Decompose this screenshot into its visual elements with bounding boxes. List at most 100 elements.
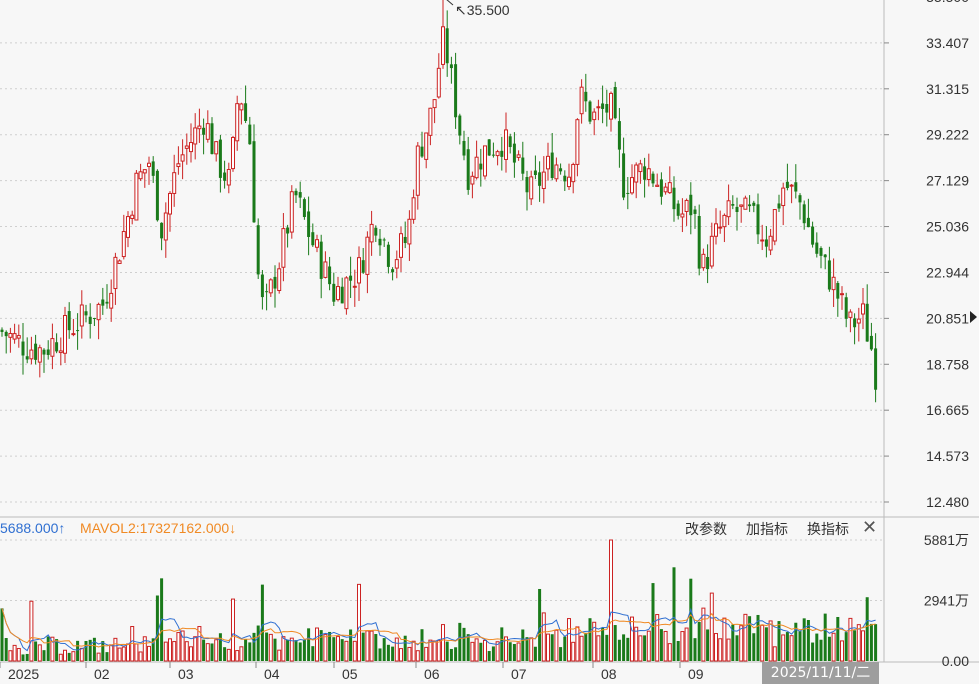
candle — [794, 164, 798, 199]
candle-body-down — [533, 170, 537, 176]
volume-bar-down — [294, 640, 298, 661]
candle-body-up — [638, 163, 643, 173]
candle-body-down — [626, 192, 630, 194]
volume-bar-up — [352, 640, 357, 662]
volume-bar-up — [205, 643, 210, 662]
modify-params-button[interactable]: 改参数 — [685, 522, 727, 538]
candle-body-down — [273, 276, 277, 289]
date-tick-label: 05 — [342, 666, 358, 682]
candle — [180, 139, 185, 180]
add-indicator-button[interactable]: 加指标 — [746, 522, 788, 538]
candle — [638, 159, 643, 184]
candle — [184, 133, 189, 165]
candle-body-down — [487, 139, 491, 156]
candle — [525, 170, 529, 211]
candle — [470, 171, 475, 199]
candle — [113, 252, 118, 305]
candle — [134, 170, 139, 221]
switch-indicator-button[interactable]: 换指标 — [807, 522, 849, 538]
candle-body-up — [344, 277, 349, 310]
volume-bar-up — [579, 635, 584, 662]
candle-body-down — [819, 248, 823, 256]
candle-body-down — [76, 330, 80, 332]
volume-bar-down — [67, 652, 71, 661]
candle — [768, 228, 773, 256]
candle-body-down — [731, 204, 735, 206]
candle-body-up — [722, 214, 727, 228]
candle — [693, 205, 697, 229]
price-tick-label: 14.573 — [926, 448, 969, 464]
volume-bar-down — [420, 629, 424, 661]
candle — [76, 313, 80, 350]
candle-body-down — [319, 241, 323, 279]
candle — [504, 112, 508, 173]
candle-body-up — [357, 257, 361, 284]
volume-bar-down — [210, 643, 214, 661]
candle — [428, 107, 433, 146]
date-tick-label: 03 — [178, 666, 194, 682]
candle-body-up — [680, 213, 685, 218]
candle-body-down — [785, 181, 789, 189]
candle — [394, 250, 399, 279]
volume-bar-up — [709, 592, 714, 662]
volume-bar-up — [655, 614, 660, 662]
volume-bar-down — [4, 638, 8, 661]
close-icon[interactable]: ✕ — [862, 517, 878, 538]
volume-bar-down — [101, 641, 105, 661]
candle-body-down — [307, 211, 311, 237]
volume-bar-down — [256, 625, 260, 661]
volume-bar-up — [214, 639, 219, 662]
price-tick-label: 22.944 — [926, 264, 969, 280]
volume-bar-up — [117, 647, 122, 662]
volume-bar-up — [596, 635, 601, 662]
candle-body-up — [789, 184, 794, 187]
volume-bar-down — [756, 614, 760, 661]
volume-bar-down — [491, 646, 495, 661]
candle-body-up — [609, 92, 613, 120]
candle-body-down — [302, 199, 306, 218]
volume-bar-down — [748, 616, 752, 661]
volume-bar-down — [479, 642, 483, 661]
candle-body-up — [226, 168, 231, 186]
candle-body-up — [126, 216, 130, 238]
candle — [819, 246, 823, 269]
candle-body-up — [424, 132, 429, 160]
volume-bar-up — [546, 633, 550, 662]
candle-body-down — [391, 269, 395, 273]
candle — [336, 276, 340, 302]
volume-bar-up — [113, 637, 118, 662]
candle-body-up — [768, 235, 773, 251]
volume-bar-up — [739, 625, 744, 662]
candle — [605, 89, 609, 127]
candle — [752, 200, 756, 213]
volume-bar-up — [168, 638, 172, 662]
volume-bar-down — [273, 638, 277, 661]
candle — [853, 313, 857, 345]
volume-bar-down — [328, 631, 332, 661]
volume-bar-down — [617, 639, 621, 661]
volume-bar-down — [311, 646, 315, 661]
candle — [265, 283, 269, 311]
candle — [273, 265, 277, 308]
candle — [458, 113, 462, 145]
volume-bar-down — [735, 635, 739, 661]
candle — [193, 113, 198, 160]
candle — [874, 333, 878, 403]
candle-body-up — [554, 164, 559, 180]
candle — [71, 318, 76, 337]
volume-bar-down — [643, 635, 647, 661]
candle-body-down — [865, 303, 869, 342]
volume-bar-down — [605, 634, 609, 661]
candle — [34, 334, 38, 365]
candle — [676, 200, 680, 220]
candle-body-up — [634, 164, 639, 183]
volume-bar-up — [743, 613, 748, 662]
candle — [495, 149, 500, 166]
candle-body-down — [756, 204, 760, 235]
volume-bar-up — [138, 651, 143, 662]
candle — [205, 110, 210, 143]
candle — [739, 204, 744, 223]
candle-body-down — [92, 317, 96, 319]
